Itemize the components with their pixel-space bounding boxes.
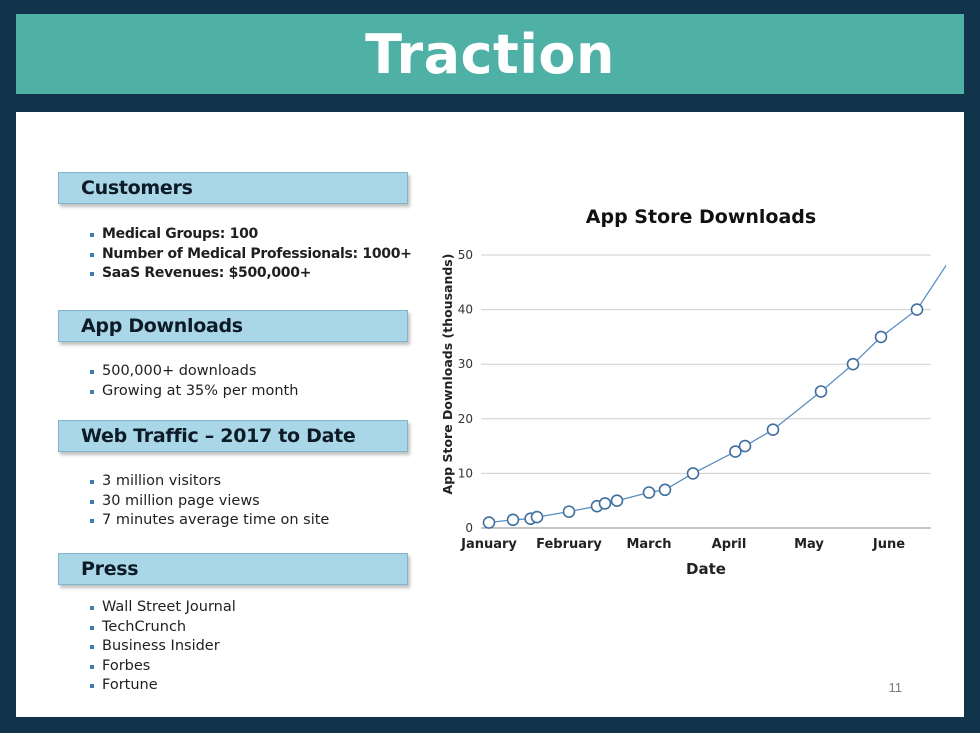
data-point xyxy=(562,505,576,518)
y-tick-label: 20 xyxy=(458,412,473,426)
slide-title: Traction xyxy=(365,22,615,86)
data-point xyxy=(738,439,752,453)
list-item: TechCrunch xyxy=(88,618,236,638)
slide-body: Customers Medical Groups: 100 Number of … xyxy=(16,112,964,717)
y-tick-label: 30 xyxy=(458,357,473,371)
press-list: Wall Street Journal TechCrunch Business … xyxy=(88,598,236,696)
customers-heading: Customers xyxy=(58,172,408,204)
data-point xyxy=(686,467,700,480)
app-downloads-list: 500,000+ downloads Growing at 35% per mo… xyxy=(88,362,298,401)
list-item: Forbes xyxy=(88,657,236,677)
y-tick-label: 50 xyxy=(458,248,473,262)
app-store-downloads-chart: App Store Downloads App Store Downloads … xyxy=(440,206,946,578)
chart-title: App Store Downloads xyxy=(586,206,816,228)
y-axis-label: App Store Downloads (thousands) xyxy=(440,254,455,495)
data-point xyxy=(506,513,520,527)
data-point xyxy=(766,423,780,437)
web-traffic-list: 3 million visitors 30 million page views… xyxy=(88,472,329,531)
data-point xyxy=(530,510,544,524)
customers-list: Medical Groups: 100 Number of Medical Pr… xyxy=(88,225,412,284)
list-item: 30 million page views xyxy=(88,492,329,512)
x-tick-label: March xyxy=(626,537,671,552)
data-point xyxy=(642,486,656,499)
x-tick-label: January xyxy=(460,537,517,552)
x-tick-label: June xyxy=(872,537,905,552)
list-item: Number of Medical Professionals: 1000+ xyxy=(88,245,412,265)
data-point xyxy=(729,445,742,458)
data-point xyxy=(910,303,924,316)
data-point xyxy=(846,357,860,371)
x-tick-label: February xyxy=(536,537,602,552)
y-tick-label: 10 xyxy=(458,466,473,480)
y-tick-label: 0 xyxy=(465,521,473,535)
app-downloads-heading: App Downloads xyxy=(58,310,408,342)
data-point xyxy=(482,516,496,529)
press-heading: Press xyxy=(58,553,408,585)
x-tick-label: May xyxy=(794,537,824,552)
web-traffic-heading: Web Traffic – 2017 to Date xyxy=(58,420,408,452)
list-item: Wall Street Journal xyxy=(88,598,236,618)
list-item: Growing at 35% per month xyxy=(88,382,298,402)
title-bar: Traction xyxy=(16,14,964,94)
page-number: 11 xyxy=(888,680,903,695)
list-item: 3 million visitors xyxy=(88,472,329,492)
list-item: SaaS Revenues: $500,000+ xyxy=(88,264,412,284)
data-point xyxy=(658,483,672,497)
data-point xyxy=(598,497,612,510)
list-item: Business Insider xyxy=(88,637,236,657)
x-tick-label: April xyxy=(712,537,747,552)
list-item: 500,000+ downloads xyxy=(88,362,298,382)
list-item: Fortune xyxy=(88,676,236,696)
y-tick-label: 40 xyxy=(458,303,473,317)
data-point xyxy=(814,385,828,398)
list-item: Medical Groups: 100 xyxy=(88,225,412,245)
data-point xyxy=(874,330,888,344)
series-line xyxy=(488,264,946,524)
list-item: 7 minutes average time on site xyxy=(88,511,329,531)
data-point xyxy=(610,494,624,508)
x-axis-label: Date xyxy=(686,560,726,578)
